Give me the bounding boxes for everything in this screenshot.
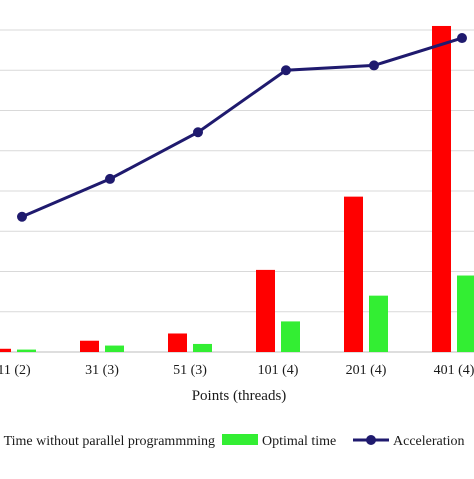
bar-optimal-time [457,275,474,352]
acceleration-line [21,36,463,219]
legend-label-acceleration: Acceleration [393,434,465,449]
x-tick-label: 201 (4) [346,363,387,378]
x-tick-label: 11 (2) [0,363,31,378]
bar-time-without-parallel [0,348,11,352]
acceleration-point [17,211,27,222]
bar-optimal-time [369,295,388,352]
legend-label-optimal-time: Optimal time [262,434,336,449]
legend-marker-acceleration [366,435,376,445]
bar-optimal-time [281,321,300,352]
bar-time-without-parallel [432,25,451,352]
acceleration-point [369,60,379,71]
acceleration-point [281,65,291,76]
x-tick-label: 31 (3) [85,363,119,378]
legend-label-time-without-parallel: Time without parallel programmming [4,434,215,449]
bar-optimal-time [105,345,124,352]
acceleration-point [457,33,467,44]
x-tick-label: 401 (4) [434,363,474,378]
bars [0,25,474,352]
legend: Time without parallel programmming Optima… [4,434,465,449]
acceleration-point [105,173,115,184]
bar-optimal-time [193,343,212,352]
bar-optimal-time [17,349,36,352]
bar-time-without-parallel [168,333,187,352]
x-tick-label: 51 (3) [173,363,207,378]
legend-swatch-optimal-time [222,434,258,445]
x-axis-title: Points (threads) [192,388,287,404]
acceleration-series [17,33,467,222]
gridlines [0,29,474,313]
x-tick-labels: 11 (2) 31 (3) 51 (3) 101 (4) 201 (4) 401 (4) [0,363,474,378]
bar-time-without-parallel [344,196,363,352]
bar-time-without-parallel [80,340,99,352]
acceleration-point [193,127,203,138]
x-tick-label: 101 (4) [258,363,299,378]
bar-time-without-parallel [256,269,275,352]
